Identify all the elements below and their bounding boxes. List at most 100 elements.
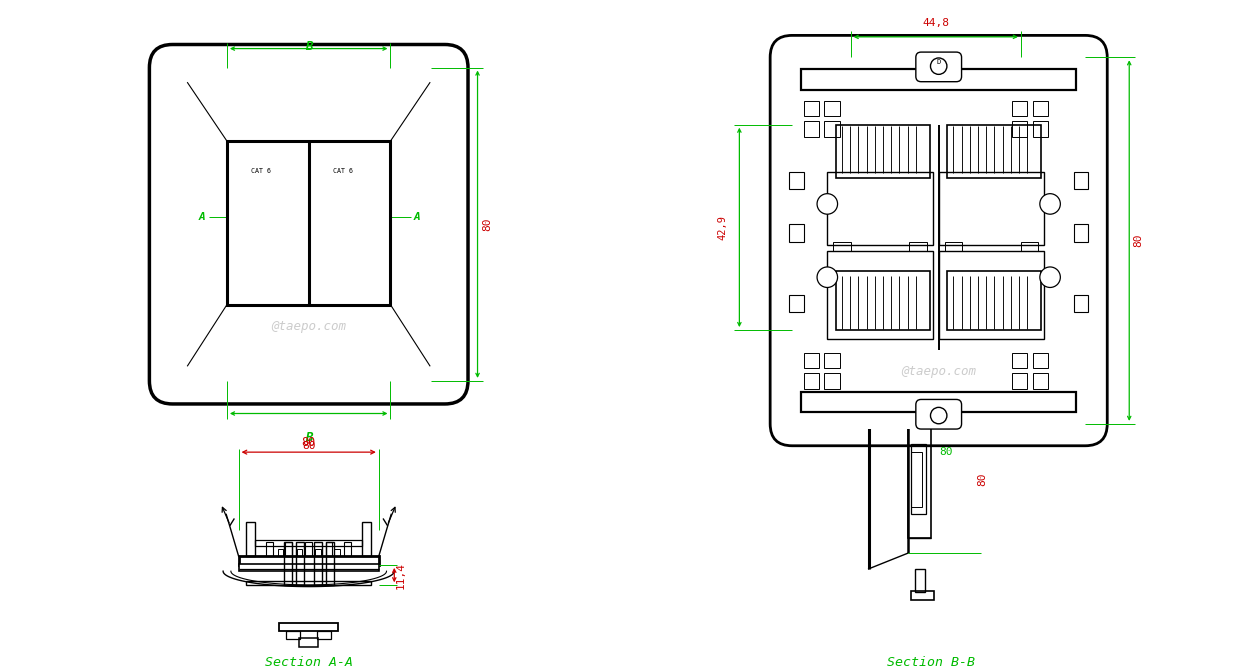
Bar xyxy=(278,549,284,556)
Bar xyxy=(358,186,367,226)
Text: D: D xyxy=(936,59,941,65)
Bar xyxy=(312,226,373,239)
FancyBboxPatch shape xyxy=(770,36,1108,446)
Bar xyxy=(1012,100,1027,116)
Bar xyxy=(945,242,963,251)
Text: B: B xyxy=(305,431,312,444)
Bar xyxy=(325,543,333,556)
Bar xyxy=(255,540,363,545)
Bar xyxy=(801,391,1076,412)
Bar xyxy=(948,125,1041,178)
Bar xyxy=(911,591,934,600)
Circle shape xyxy=(816,267,838,287)
Bar xyxy=(824,353,839,368)
Bar xyxy=(285,543,292,556)
Bar xyxy=(325,149,340,160)
Bar xyxy=(231,226,291,239)
Bar xyxy=(804,373,819,389)
Bar xyxy=(911,444,926,515)
Bar xyxy=(828,172,932,245)
Bar xyxy=(330,186,339,226)
Bar xyxy=(238,564,379,572)
Bar xyxy=(1074,172,1089,189)
Circle shape xyxy=(930,58,948,74)
Bar xyxy=(363,522,370,556)
Bar xyxy=(939,172,1045,245)
Bar xyxy=(314,541,321,585)
Bar xyxy=(828,251,932,339)
Bar xyxy=(1032,121,1048,137)
Bar xyxy=(344,186,353,226)
Bar xyxy=(824,100,839,116)
Circle shape xyxy=(816,194,838,214)
Bar xyxy=(837,271,930,330)
Bar xyxy=(1032,373,1048,389)
Bar xyxy=(1074,295,1089,312)
Bar xyxy=(266,543,273,556)
Bar xyxy=(804,100,819,116)
Text: CAT 6: CAT 6 xyxy=(251,168,271,174)
Text: 80: 80 xyxy=(301,436,316,449)
Bar xyxy=(247,522,255,556)
Bar xyxy=(1012,121,1027,137)
Bar xyxy=(789,172,804,189)
Bar xyxy=(837,125,930,178)
Bar xyxy=(1012,373,1027,389)
Bar xyxy=(334,549,339,556)
Bar xyxy=(300,638,318,647)
Bar xyxy=(227,141,391,305)
FancyBboxPatch shape xyxy=(150,44,467,404)
Bar xyxy=(801,69,1076,90)
Bar xyxy=(910,242,927,251)
Bar xyxy=(344,543,352,556)
Text: 80: 80 xyxy=(978,472,988,486)
Bar xyxy=(276,186,285,226)
Bar xyxy=(248,186,258,226)
FancyBboxPatch shape xyxy=(916,52,961,82)
Text: 80: 80 xyxy=(940,447,954,457)
Circle shape xyxy=(930,407,948,423)
Bar xyxy=(915,569,925,592)
Bar xyxy=(939,251,1045,339)
Bar xyxy=(296,541,304,585)
Bar xyxy=(238,556,379,565)
Text: @taepo.com: @taepo.com xyxy=(901,364,976,377)
Text: A: A xyxy=(199,212,205,222)
Bar xyxy=(318,631,331,639)
Text: 11,4: 11,4 xyxy=(396,561,406,588)
Bar xyxy=(247,239,270,255)
Text: 80: 80 xyxy=(302,441,315,451)
Bar xyxy=(326,541,334,585)
Bar xyxy=(833,242,850,251)
FancyBboxPatch shape xyxy=(916,399,961,429)
Bar xyxy=(262,186,271,226)
Bar xyxy=(804,353,819,368)
Bar xyxy=(329,239,350,255)
Text: @taepo.com: @taepo.com xyxy=(271,320,346,333)
Bar xyxy=(316,186,326,226)
Bar xyxy=(280,623,338,631)
Bar xyxy=(247,580,370,585)
Text: B: B xyxy=(305,40,312,53)
Bar xyxy=(1032,100,1048,116)
Bar xyxy=(789,224,804,242)
Bar xyxy=(305,543,312,556)
Text: 42,9: 42,9 xyxy=(718,215,727,240)
Bar xyxy=(911,452,921,507)
Bar xyxy=(804,121,819,137)
Text: CAT 6: CAT 6 xyxy=(333,168,353,174)
Bar xyxy=(243,149,258,160)
Bar xyxy=(296,549,302,556)
Bar xyxy=(1032,353,1048,368)
Bar xyxy=(236,186,244,226)
Text: 80: 80 xyxy=(483,218,493,231)
Text: 44,8: 44,8 xyxy=(922,18,949,28)
Bar xyxy=(824,121,839,137)
Bar xyxy=(948,271,1041,330)
Bar xyxy=(1074,224,1089,242)
Bar xyxy=(1012,353,1027,368)
Circle shape xyxy=(1040,267,1061,287)
Bar xyxy=(789,295,804,312)
Bar xyxy=(907,421,931,538)
Text: Section B-B: Section B-B xyxy=(887,656,975,669)
